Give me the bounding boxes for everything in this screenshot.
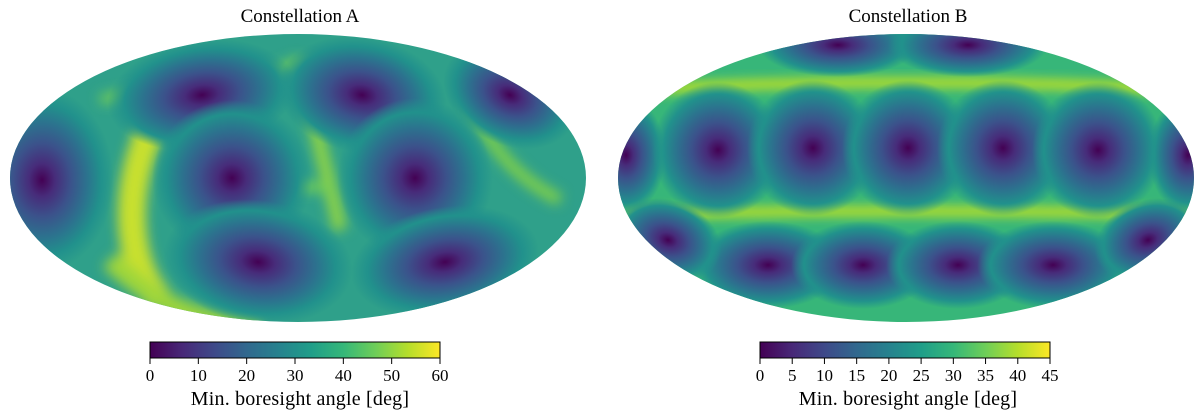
colorbar-a: 0 10 20 30 40 50 60 <box>146 341 449 385</box>
minima-regions <box>10 36 577 322</box>
minima-regions <box>618 34 1194 309</box>
colorbar-tick-label: 45 <box>1042 366 1059 385</box>
chart-title: Constellation B <box>848 6 968 27</box>
map-field-a <box>10 34 586 322</box>
colorbar-tick-label: 30 <box>287 366 304 385</box>
low-angle-basin <box>1148 97 1194 213</box>
colorbar-ticks: 0 5 10 15 20 25 30 35 40 45 <box>756 358 1059 385</box>
colorbar-gradient <box>149 341 441 359</box>
colorbar-tick-label: 25 <box>913 366 930 385</box>
low-angle-basin <box>1032 82 1164 218</box>
mollweide-map-a <box>10 34 586 322</box>
low-angle-basin <box>747 80 879 216</box>
colorbar-b: 0 5 10 15 20 25 30 35 40 45 <box>756 341 1059 385</box>
colorbar-tick-label: 10 <box>190 366 207 385</box>
colorbar-tick-label: 0 <box>146 366 155 385</box>
low-angle-basin <box>842 80 974 216</box>
colorbar-label: Min. boresight angle [deg] <box>190 388 410 410</box>
colorbar-tick-label: 60 <box>432 366 449 385</box>
low-angle-basin <box>977 221 1129 309</box>
low-angle-basin <box>937 80 1069 216</box>
colorbar-tick-label: 15 <box>848 366 865 385</box>
colorbar-label: Min. boresight angle [deg] <box>798 388 1018 410</box>
panel-constellation-b: Constellation B 0 5 10 15 20 25 30 35 40 45 Min. … <box>608 0 1200 420</box>
low-angle-basin <box>10 88 114 272</box>
colorbar-tick-label: 10 <box>816 366 833 385</box>
chart-title: Constellation A <box>240 6 360 27</box>
low-angle-basin <box>758 34 918 77</box>
map-field-b <box>618 34 1194 322</box>
low-angle-basin <box>618 97 666 213</box>
low-angle-basin <box>652 82 784 218</box>
panel-constellation-a: Constellation A 0 10 20 30 40 50 60 Min. bores… <box>10 6 586 410</box>
colorbar-tick-label: 50 <box>383 366 400 385</box>
colorbar-gradient <box>759 341 1051 359</box>
colorbar-tick-label: 35 <box>977 366 994 385</box>
colorbar-tick-label: 20 <box>880 366 897 385</box>
colorbar-tick-label: 0 <box>756 366 765 385</box>
colorbar-tick-label: 20 <box>238 366 255 385</box>
colorbar-tick-label: 5 <box>788 366 797 385</box>
low-angle-basin <box>888 34 1048 77</box>
mollweide-map-b <box>618 34 1194 322</box>
colorbar-tick-label: 40 <box>335 366 352 385</box>
colorbar-tick-label: 40 <box>1009 366 1026 385</box>
low-angle-basin <box>163 199 353 322</box>
colorbar-ticks: 0 10 20 30 40 50 60 <box>146 358 449 385</box>
colorbar-tick-label: 30 <box>945 366 962 385</box>
